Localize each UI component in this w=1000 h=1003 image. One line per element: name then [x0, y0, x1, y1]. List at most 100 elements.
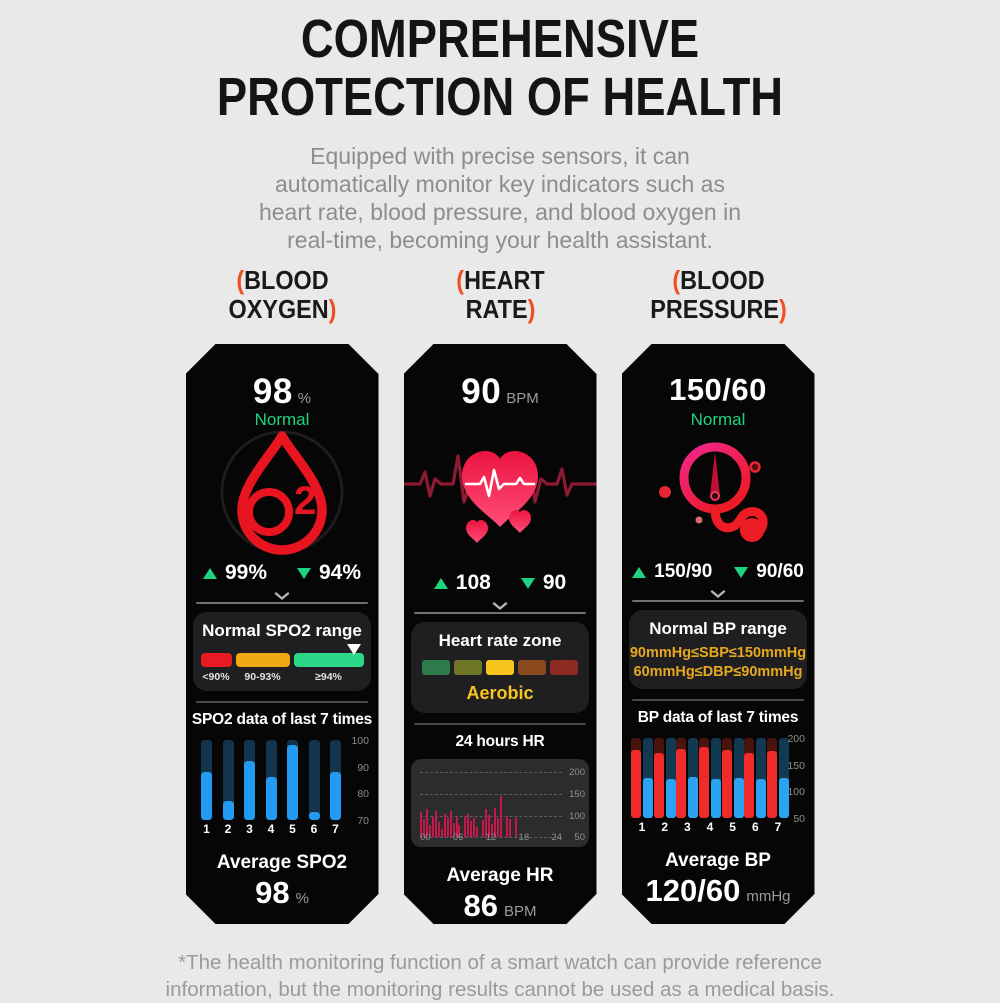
hr-gridline	[420, 837, 562, 839]
bp-chart-title: BP data of last 7 times	[637, 709, 799, 726]
bp-bar-systolic-fill	[653, 752, 664, 818]
divider	[196, 701, 368, 703]
hr-bar	[476, 826, 479, 838]
range-segment-label: <90%	[202, 671, 230, 683]
bp-chart-xlabels: 1 2 3 4 5 6 7	[631, 820, 789, 834]
hr-bar	[493, 807, 496, 838]
hr-bar	[458, 825, 461, 838]
hr-bar	[434, 811, 437, 838]
hr-bar	[496, 817, 499, 838]
range-segment	[293, 653, 364, 667]
screen-heart-rate: 90 BPM	[403, 344, 597, 924]
spo2-range-labels: <90% 90-93% ≥94%	[201, 671, 364, 683]
hr-gridline	[420, 815, 562, 817]
bp-bar-group	[698, 738, 721, 818]
hr-y-label: 50	[574, 832, 585, 844]
spo2-chart-bars	[201, 740, 341, 820]
column-labels: (BLOOD OXYGEN) (HEART RATE) (BLOOD PRESS…	[0, 266, 1000, 324]
hr-chart-plot	[420, 772, 562, 839]
bp-x-label: 4	[706, 820, 714, 834]
spo2-range-card: Normal SPO2 range <90% 90-93% ≥94%	[193, 612, 371, 691]
divider	[414, 612, 586, 614]
spo2-bar	[287, 740, 298, 820]
bp-bar-diastolic-fill	[778, 778, 789, 818]
hr-average-value-row: 86 BPM	[464, 888, 537, 924]
hr-zone-current: Aerobic	[466, 682, 534, 703]
spo2-bar	[330, 740, 341, 820]
divider	[196, 602, 368, 604]
bp-bar-systolic-fill	[721, 749, 732, 818]
bp-bar-systolic-fill	[676, 748, 687, 818]
hr-bar	[467, 813, 470, 838]
hr-bar	[491, 824, 493, 838]
spo2-bar-fill	[222, 801, 234, 820]
bp-bar-systolic	[653, 738, 664, 818]
label-text: BLOOD	[679, 265, 765, 295]
range-segment-label: 90-93%	[244, 671, 281, 683]
page-title: COMPREHENSIVE PROTECTION OF HEALTH	[80, 0, 920, 126]
spo2-bar-fill	[265, 777, 277, 820]
hr-bar	[425, 809, 428, 838]
hr-bar	[482, 820, 485, 838]
divider	[632, 699, 804, 701]
bp-bar-diastolic-fill	[756, 779, 767, 818]
hr-bar	[505, 815, 508, 838]
hr-bar	[422, 819, 425, 838]
min-arrow-icon	[520, 577, 535, 589]
spo2-average-unit: %	[295, 890, 309, 907]
spo2-minmax: 99% 94%	[202, 561, 361, 585]
hr-bar	[446, 817, 449, 838]
hr-max: 108	[455, 571, 491, 594]
divider	[414, 722, 586, 725]
spo2-unit: %	[297, 390, 312, 407]
spo2-x-label: 5	[289, 822, 296, 836]
bp-x-label: 1	[638, 820, 646, 834]
spo2-x-label: 7	[332, 822, 339, 836]
spo2-x-label: 4	[267, 822, 275, 836]
max-arrow-icon	[632, 566, 647, 578]
hr-bar	[508, 819, 511, 838]
bp-bar-group	[653, 738, 676, 818]
page-subtitle: Equipped with precise sensors, it can au…	[0, 142, 1000, 254]
label-text: HEART	[463, 265, 545, 295]
hr-bar	[452, 822, 455, 838]
zone-segment	[518, 659, 546, 675]
bp-x-label: 3	[683, 820, 691, 834]
hr-bar	[470, 820, 473, 838]
min-arrow-icon	[734, 566, 749, 578]
hr-current-value: 90 BPM	[461, 372, 538, 411]
min-arrow-icon	[297, 567, 311, 579]
bp-range-line2: 60mmHg≤DBP≤90mmHg	[633, 664, 803, 680]
hr-bar	[455, 817, 458, 838]
bp-y-label: 100	[787, 786, 805, 799]
bp-bar-diastolic-fill	[733, 778, 744, 818]
spo2-average-label: Average SPO2	[216, 852, 348, 873]
spo2-bar	[244, 740, 255, 820]
watch-screens: 98 % Normal 2 99% 94%	[0, 344, 1000, 924]
hr-chart: 200 150 100 50 00 06 12 18 24	[411, 759, 589, 847]
bp-average-label: Average BP	[665, 850, 771, 871]
spo2-chart-title: SPO2 data of last 7 times	[191, 711, 373, 728]
bp-bar-diastolic	[643, 738, 653, 818]
hr-average-label: Average HR	[446, 864, 554, 886]
bp-bar-diastolic-fill	[710, 778, 721, 818]
max-arrow-icon	[433, 577, 448, 589]
bp-bar-diastolic-fill	[688, 777, 699, 818]
spo2-value: 98	[252, 372, 293, 411]
bp-gauge-icon	[628, 430, 808, 561]
bp-current-value: 150/60	[669, 372, 767, 410]
spo2-y-label: 90	[357, 761, 369, 774]
spo2-bar	[265, 740, 277, 820]
column-label-blood-pressure: (BLOOD PRESSURE)	[631, 266, 805, 324]
hr-bar	[420, 812, 422, 838]
subtitle-line: Equipped with precise sensors, it can	[310, 143, 690, 169]
spo2-bar	[222, 740, 234, 820]
bp-average-unit: mmHg	[746, 888, 791, 905]
paren: )	[328, 294, 336, 324]
zone-segment	[422, 659, 450, 675]
hr-x-label: 24	[551, 831, 562, 843]
zone-segment	[486, 659, 514, 675]
hr-bar	[428, 825, 431, 838]
bp-status: Normal	[690, 410, 746, 429]
